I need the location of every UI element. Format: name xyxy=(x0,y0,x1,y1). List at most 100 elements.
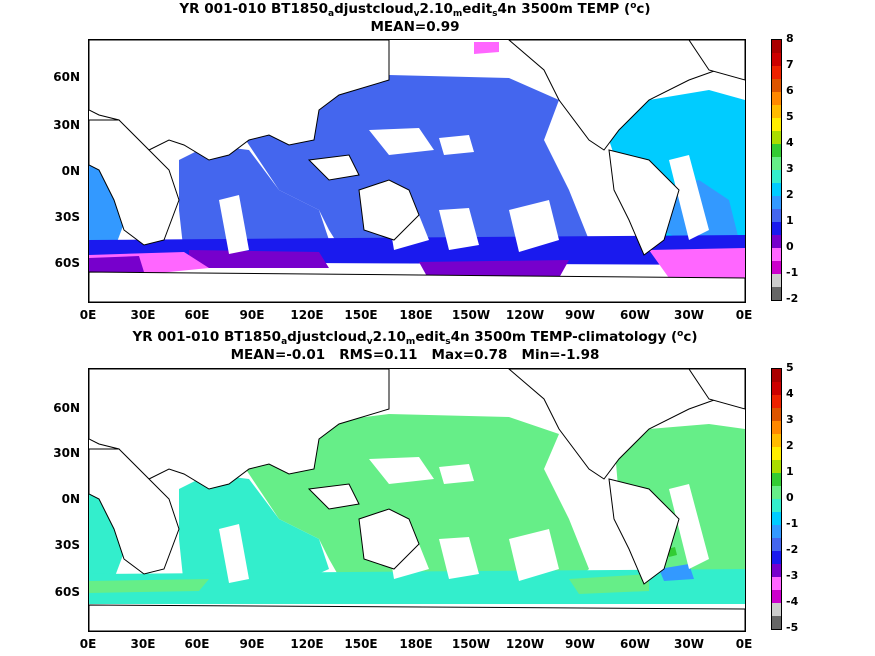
colorbar-label: -5 xyxy=(786,621,799,634)
colorbar-swatch xyxy=(772,144,781,157)
colorbar-swatch xyxy=(772,157,781,170)
colorbar-label: 2 xyxy=(786,439,794,452)
map2-ocean-pacific xyxy=(239,414,589,594)
map1-lat-30n: 30N xyxy=(53,118,80,132)
map1-title: YR 001-010 BT1850adjustcloudv2.10medits4… xyxy=(179,1,651,19)
lon-label: 120W xyxy=(505,308,545,322)
colorbar-swatch xyxy=(772,79,781,92)
colorbar-swatch xyxy=(772,131,781,144)
colorbar-swatch xyxy=(772,196,781,209)
colorbar-label: 3 xyxy=(786,162,794,175)
colorbar-swatch xyxy=(772,486,781,499)
lon-label: 30E xyxy=(130,308,156,322)
lon-label: 90E xyxy=(239,637,265,651)
colorbar-swatch xyxy=(772,235,781,248)
colorbar-label: 4 xyxy=(786,387,794,400)
colorbar-swatch xyxy=(772,53,781,66)
lon-label: 90W xyxy=(565,308,595,322)
map1-land-australia xyxy=(358,179,420,241)
map2-title: YR 001-010 BT1850adjustcloudv2.10medits4… xyxy=(132,329,698,347)
map2-lat-60s: 60S xyxy=(54,585,80,599)
lon-label: 60W xyxy=(620,308,650,322)
colorbar-label: -2 xyxy=(786,543,799,556)
map1-svg xyxy=(89,40,745,302)
colorbar-swatch xyxy=(772,170,781,183)
map1-ocean-indian xyxy=(179,145,329,255)
lon-label: 60E xyxy=(184,637,210,651)
colorbar-label: 1 xyxy=(786,214,794,227)
colorbar-swatch xyxy=(772,460,781,473)
lon-label: 150E xyxy=(344,637,378,651)
colorbar-label: 2 xyxy=(786,188,794,201)
lon-label: 120W xyxy=(505,637,545,651)
colorbar-swatch xyxy=(772,447,781,460)
lon-label: 0E xyxy=(79,637,97,651)
map2-svg xyxy=(89,369,745,631)
map1-colorbar xyxy=(771,39,782,301)
map1-land-africa xyxy=(89,119,180,246)
colorbar-swatch xyxy=(772,261,781,274)
map1-land-namerica xyxy=(508,40,745,151)
lon-label: 30E xyxy=(130,637,156,651)
lon-label: 150W xyxy=(451,637,491,651)
colorbar-label: 3 xyxy=(786,413,794,426)
map2-lat-60n: 60N xyxy=(53,401,80,415)
colorbar-label: 0 xyxy=(786,240,794,253)
map2-land-antarctica xyxy=(89,604,745,631)
map1-lat-30s: 30S xyxy=(54,210,80,224)
map1-land-samerica xyxy=(608,149,680,256)
colorbar-label: 7 xyxy=(786,58,794,71)
colorbar-swatch xyxy=(772,616,781,629)
colorbar-swatch xyxy=(772,287,781,300)
colorbar-swatch xyxy=(772,222,781,235)
colorbar-swatch xyxy=(772,183,781,196)
map2-land-samerica xyxy=(608,478,680,585)
map1-ocean-pacific xyxy=(239,75,589,262)
map2-land-namerica xyxy=(508,369,745,480)
colorbar-label: 5 xyxy=(786,361,794,374)
colorbar-swatch xyxy=(772,92,781,105)
map1-lat-60n: 60N xyxy=(53,70,80,84)
map1-land-greenland xyxy=(688,40,745,81)
colorbar-label: -1 xyxy=(786,517,799,530)
lon-label: 90W xyxy=(565,637,595,651)
map1-lat-60s: 60S xyxy=(54,256,80,270)
map2-ocean-indian xyxy=(179,474,329,587)
lon-label: 30W xyxy=(674,637,704,651)
colorbar-swatch xyxy=(772,434,781,447)
colorbar-swatch xyxy=(772,525,781,538)
map2-so-green xyxy=(89,574,649,594)
colorbar-swatch xyxy=(772,538,781,551)
map2-land-indonesia xyxy=(307,483,360,510)
lon-label: 90E xyxy=(239,308,265,322)
map2-lat-30n: 30N xyxy=(53,446,80,460)
map2-atl-blue xyxy=(659,564,694,581)
colorbar-label: -3 xyxy=(786,569,799,582)
colorbar-swatch xyxy=(772,274,781,287)
colorbar-swatch xyxy=(772,395,781,408)
map2-land-greenland xyxy=(688,369,745,410)
colorbar-label: 1 xyxy=(786,465,794,478)
lon-label: 0E xyxy=(79,308,97,322)
colorbar-swatch xyxy=(772,209,781,222)
map2-lat-0n: 0N xyxy=(61,492,80,506)
colorbar-swatch xyxy=(772,499,781,512)
lon-label: 180E xyxy=(399,308,433,322)
colorbar-swatch xyxy=(772,382,781,395)
colorbar-swatch xyxy=(772,248,781,261)
colorbar-label: -4 xyxy=(786,595,799,608)
map2-colorbar xyxy=(771,368,782,630)
lon-label: 60E xyxy=(184,308,210,322)
colorbar-swatch xyxy=(772,40,781,53)
colorbar-swatch xyxy=(772,577,781,590)
colorbar-swatch xyxy=(772,105,781,118)
lon-label: 30W xyxy=(674,308,704,322)
lon-label: 120E xyxy=(290,308,324,322)
colorbar-swatch xyxy=(772,551,781,564)
colorbar-swatch xyxy=(772,590,781,603)
map1-land-antarctica xyxy=(89,271,745,302)
colorbar-swatch xyxy=(772,421,781,434)
map2-plot xyxy=(88,368,746,632)
colorbar-swatch xyxy=(772,408,781,421)
colorbar-label: -1 xyxy=(786,266,799,279)
